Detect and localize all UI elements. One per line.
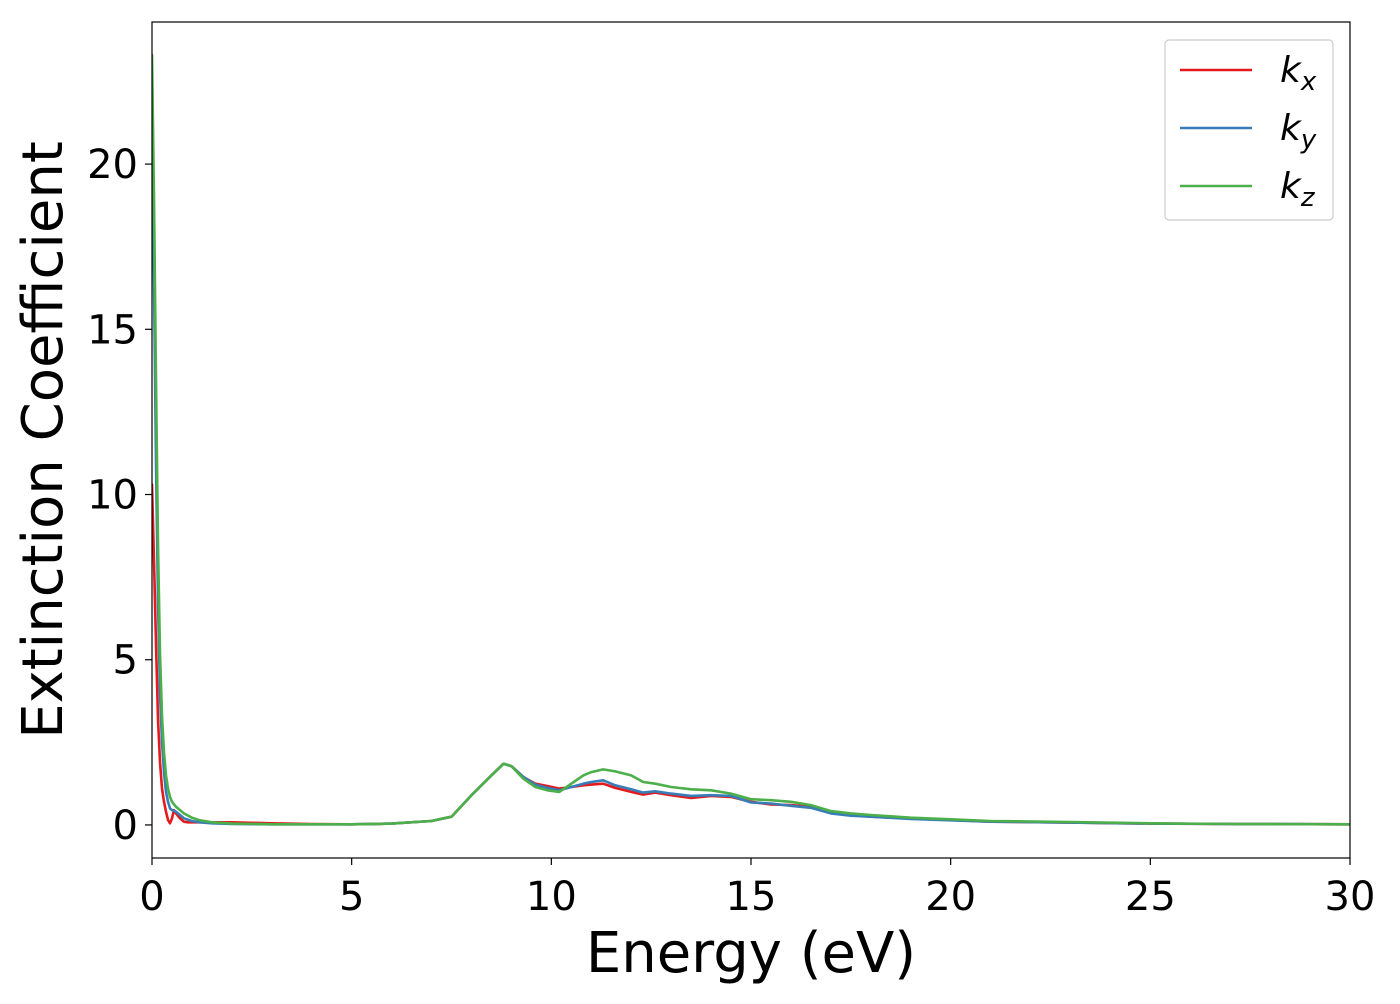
x-tick-label: 25	[1125, 874, 1176, 920]
y-tick-label: 15	[87, 307, 138, 353]
legend-label-kz: kz	[1280, 166, 1316, 213]
x-tick-label: 20	[925, 874, 976, 920]
y-tick-label: 10	[87, 473, 138, 519]
x-tick-label: 5	[339, 874, 364, 920]
y-axis-label: Extinction Coefficient	[11, 141, 76, 739]
legend-label-subscript: y	[1300, 125, 1317, 155]
x-tick-label: 10	[526, 874, 577, 920]
x-axis-ticks: 0 5 10 15 20 25 30	[139, 858, 1375, 920]
y-tick-label: 5	[113, 638, 138, 684]
legend-label-main: k	[1280, 108, 1303, 149]
legend-label-main: k	[1280, 50, 1303, 91]
x-axis-label: Energy (eV)	[586, 921, 916, 986]
series-line-ky	[152, 129, 1350, 826]
series-group	[152, 53, 1350, 826]
x-tick-label: 0	[139, 874, 164, 920]
y-axis-ticks: 0 5 10 15 20	[87, 142, 152, 849]
legend-label-subscript: z	[1300, 183, 1316, 213]
x-tick-label: 30	[1325, 874, 1376, 920]
y-tick-label: 0	[113, 803, 138, 849]
x-tick-label: 15	[726, 874, 777, 920]
legend-label-subscript: x	[1300, 67, 1317, 97]
legend-label-ky: ky	[1280, 108, 1317, 155]
y-tick-label: 20	[87, 142, 138, 188]
series-line-kz	[152, 53, 1350, 826]
series-line-kx	[152, 483, 1350, 826]
legend-label-kx: kx	[1280, 50, 1317, 97]
legend-box	[1164, 39, 1334, 221]
legend-label-main: k	[1280, 166, 1303, 207]
